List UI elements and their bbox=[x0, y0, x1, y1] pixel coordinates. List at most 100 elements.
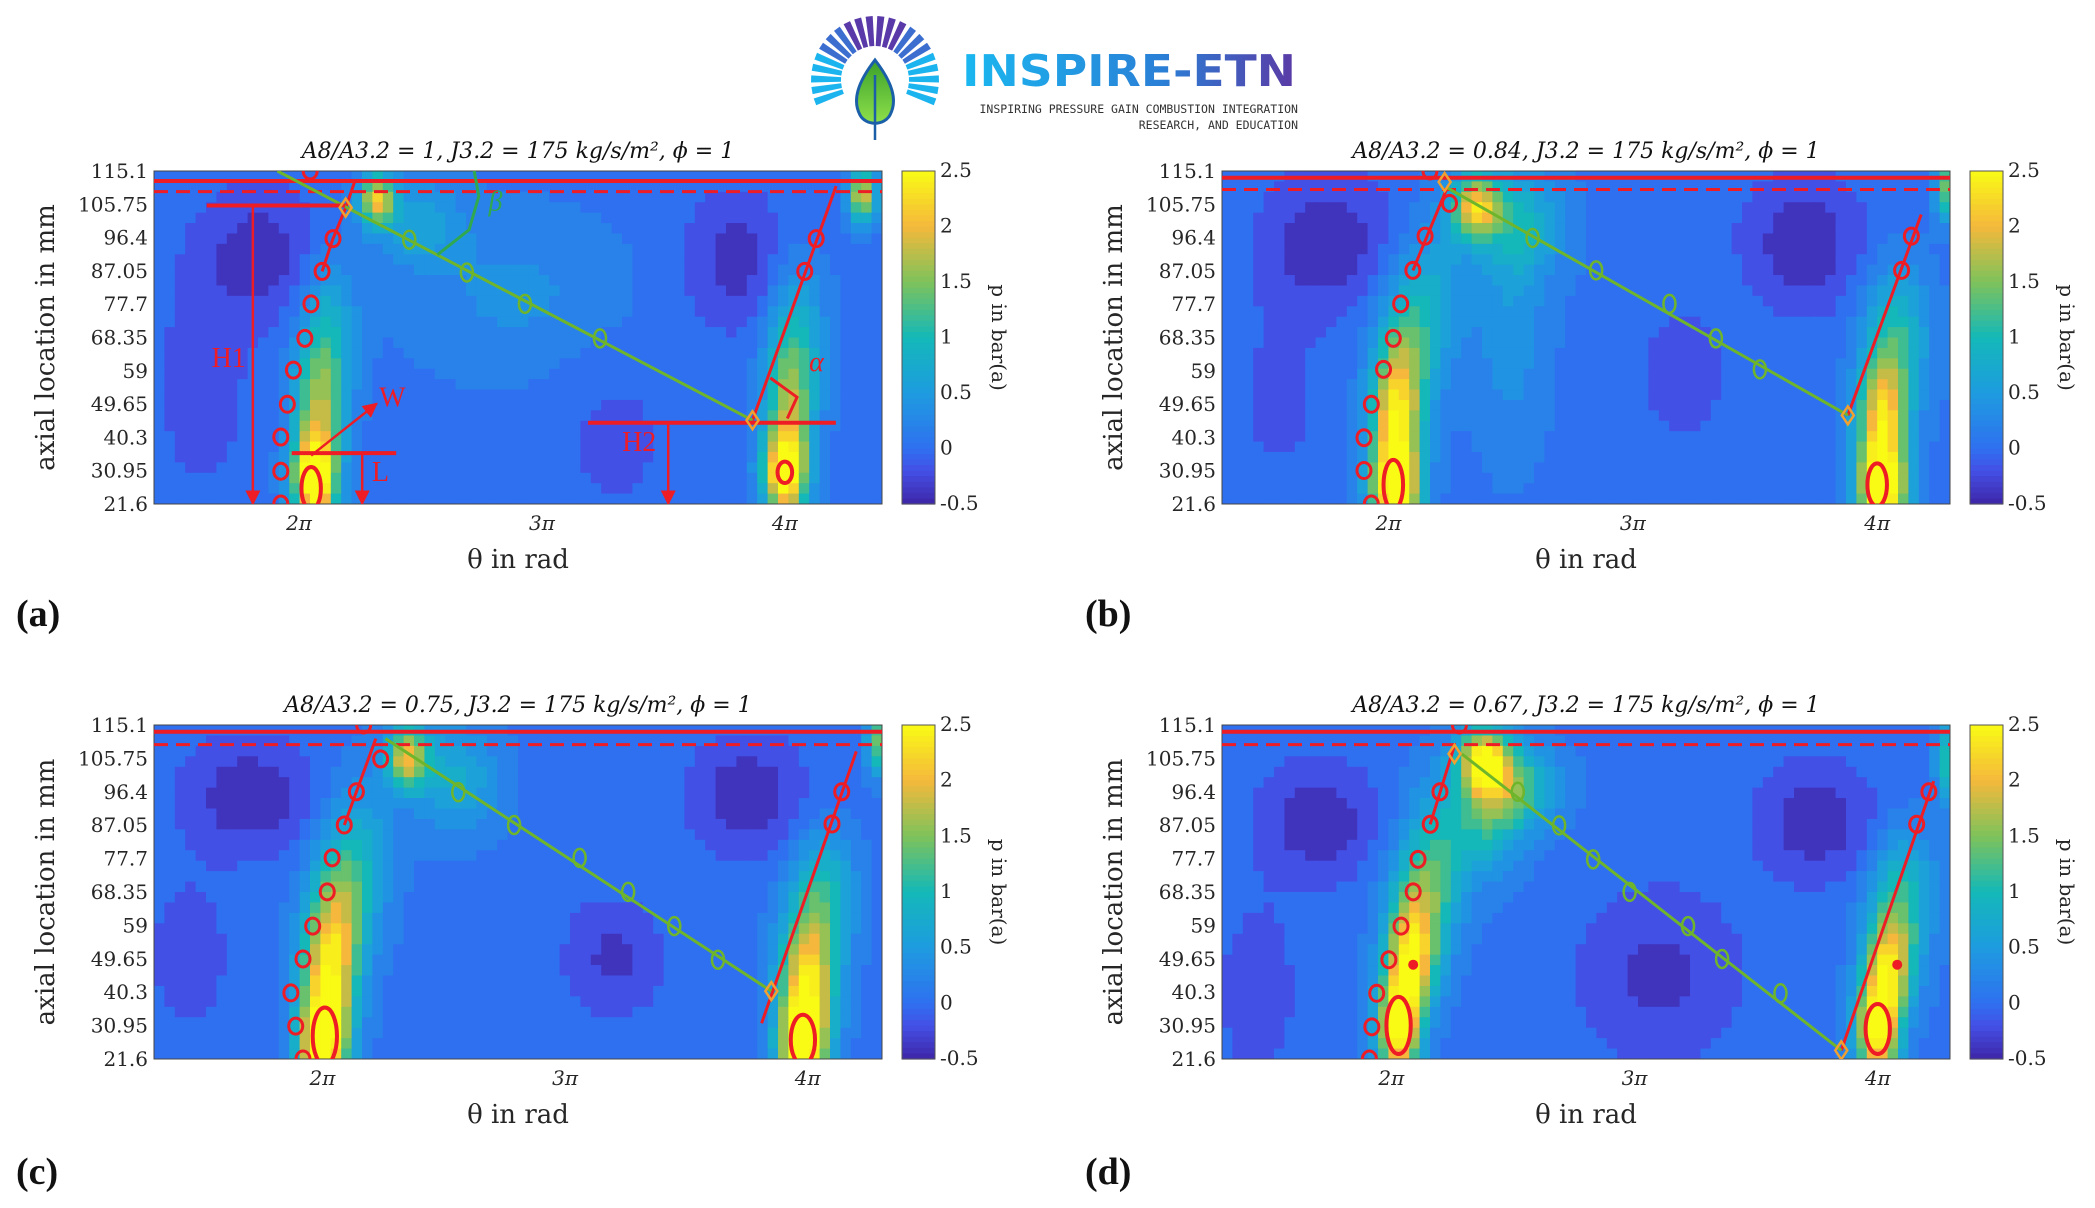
heatmap-cell bbox=[1877, 295, 1889, 307]
heatmap-cell bbox=[1492, 431, 1504, 443]
heatmap-cell bbox=[185, 171, 197, 183]
heatmap-cell bbox=[466, 181, 477, 193]
heatmap-cell bbox=[1669, 223, 1681, 235]
heatmap-cell bbox=[164, 441, 176, 453]
heatmap-cell bbox=[1315, 181, 1327, 193]
heatmap-cell bbox=[1409, 420, 1421, 432]
heatmap-cell bbox=[1315, 316, 1327, 328]
heatmap-cell bbox=[1274, 347, 1285, 359]
heatmap-cell bbox=[528, 243, 540, 255]
heatmap-cell bbox=[1305, 285, 1317, 297]
heatmap-cell bbox=[1918, 420, 1930, 432]
heatmap-cell bbox=[1752, 337, 1764, 349]
heatmap-cell bbox=[1658, 379, 1670, 391]
heatmap-cell bbox=[1638, 379, 1649, 391]
heatmap-cell bbox=[1554, 462, 1566, 474]
heatmap-cell bbox=[1887, 462, 1899, 474]
heatmap-cell bbox=[590, 451, 602, 463]
heatmap-cell bbox=[1534, 295, 1545, 307]
heatmap-cell bbox=[174, 389, 186, 401]
heatmap-cell bbox=[1679, 243, 1691, 255]
heatmap-cell bbox=[1336, 212, 1348, 224]
heatmap-cell bbox=[372, 337, 384, 349]
heatmap-cell bbox=[372, 191, 384, 203]
heatmap-cell bbox=[258, 243, 269, 255]
heatmap-cell bbox=[1294, 285, 1306, 297]
heatmap-cell bbox=[1284, 233, 1296, 245]
colorbar-swatch bbox=[1970, 431, 2003, 438]
peak-pressure-contour bbox=[1865, 461, 1889, 504]
heatmap-cell bbox=[1908, 379, 1920, 391]
colorbar: 2.521.510.50-0.5p in bar(a) bbox=[1969, 158, 2079, 515]
heatmap-cell bbox=[1804, 451, 1816, 463]
heatmap-cell bbox=[1471, 389, 1483, 401]
heatmap-cell bbox=[1794, 358, 1805, 370]
heatmap-cell bbox=[299, 735, 311, 747]
heatmap-cell bbox=[549, 462, 561, 474]
colorbar-swatch bbox=[902, 387, 935, 394]
colorbar-swatch bbox=[902, 343, 935, 350]
heatmap-cell bbox=[1752, 451, 1764, 463]
heatmap-cell bbox=[778, 745, 789, 757]
heatmap-cell bbox=[570, 202, 581, 214]
heatmap-cell bbox=[1367, 233, 1379, 245]
detonation-front-line bbox=[1846, 213, 1923, 416]
heatmap-cell bbox=[632, 243, 644, 255]
heatmap-cell bbox=[1794, 462, 1805, 474]
colorbar-swatch bbox=[1970, 198, 2003, 205]
heatmap-cell bbox=[393, 756, 405, 768]
heatmap-cell bbox=[1315, 233, 1327, 245]
heatmap-cell bbox=[1627, 212, 1639, 224]
heatmap-cell bbox=[403, 275, 415, 287]
heatmap-cell bbox=[1783, 285, 1795, 297]
heatmap-cell bbox=[1586, 202, 1597, 214]
heatmap-cell bbox=[299, 327, 311, 339]
heatmap-cell bbox=[1835, 389, 1847, 401]
heatmap-cell bbox=[1565, 316, 1577, 328]
heatmap-cell bbox=[1710, 212, 1722, 224]
heatmap-cell bbox=[289, 379, 301, 391]
heatmap-cell bbox=[1866, 254, 1878, 266]
heatmap-cell bbox=[809, 399, 821, 411]
heatmap-cell bbox=[1804, 410, 1816, 422]
heatmap-cell bbox=[1409, 223, 1421, 235]
heatmap-cell bbox=[570, 358, 581, 370]
heatmap-cell bbox=[1346, 191, 1358, 203]
heatmap-cell bbox=[1877, 431, 1889, 443]
heatmap-cell bbox=[1877, 483, 1889, 495]
heatmap-cell bbox=[237, 243, 249, 255]
heatmap-cell bbox=[611, 243, 623, 255]
heatmap-cell bbox=[278, 347, 290, 359]
heatmap-cell bbox=[1274, 181, 1285, 193]
heatmap-cell bbox=[1794, 233, 1805, 245]
heatmap-cell bbox=[382, 202, 394, 214]
heatmap-cell bbox=[1814, 358, 1826, 370]
heatmap-cell bbox=[1554, 493, 1566, 504]
heatmap-cell bbox=[330, 306, 342, 318]
heatmap-cell bbox=[1679, 441, 1691, 453]
heatmap-cell bbox=[1939, 451, 1950, 463]
heatmap-cell bbox=[611, 202, 623, 214]
heatmap-cell bbox=[642, 431, 654, 443]
heatmap-cell bbox=[330, 347, 342, 359]
heatmap-cell bbox=[580, 171, 592, 183]
heatmap-cell bbox=[580, 472, 592, 484]
heatmap-cell bbox=[330, 358, 342, 370]
heatmap-cell bbox=[476, 379, 488, 391]
heatmap-cell bbox=[1617, 327, 1629, 339]
heatmap-cell bbox=[1575, 202, 1587, 214]
heatmap-cell bbox=[1513, 431, 1525, 443]
heatmap-cell bbox=[528, 171, 540, 183]
heatmap-cell bbox=[611, 171, 623, 183]
heatmap-cell bbox=[1752, 285, 1764, 297]
heatmap-cell bbox=[455, 243, 467, 255]
heatmap-cell bbox=[694, 347, 706, 359]
heatmap-cell bbox=[195, 472, 207, 484]
heatmap-cell bbox=[778, 233, 789, 245]
heatmap-cell bbox=[1346, 358, 1358, 370]
heatmap-cell bbox=[1856, 202, 1868, 214]
heatmap-cell bbox=[1887, 399, 1899, 411]
heatmap-cell bbox=[570, 389, 581, 401]
heatmap-cell bbox=[632, 171, 644, 183]
heatmap-cell bbox=[1752, 316, 1764, 328]
